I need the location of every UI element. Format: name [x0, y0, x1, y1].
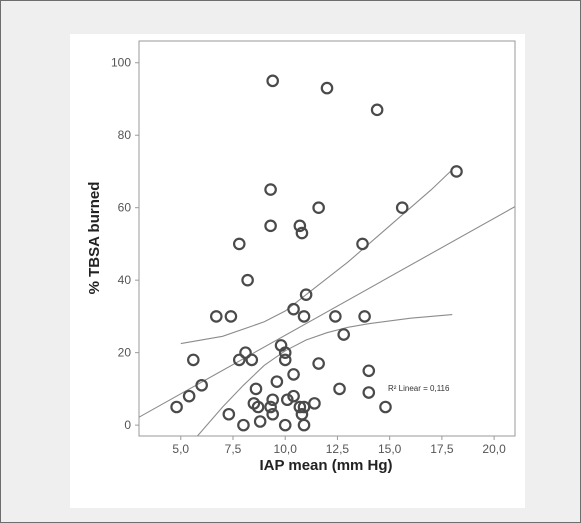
data-point [362, 364, 376, 378]
data-point [297, 310, 311, 323]
data-point [356, 237, 369, 251]
data-point [270, 375, 284, 388]
data-point [195, 378, 208, 392]
y-axis-title: % TBSA burned [86, 182, 103, 295]
data-point [337, 328, 351, 341]
data-point [297, 418, 311, 432]
y-tick-label: 80 [118, 128, 132, 142]
data-point [312, 201, 325, 214]
data-point [239, 346, 252, 359]
data-point [266, 393, 279, 407]
data-point [278, 353, 292, 367]
data-point [209, 310, 223, 323]
data-point [266, 74, 279, 88]
data-point [293, 400, 307, 414]
data-point [370, 103, 384, 117]
data-point [253, 415, 267, 428]
data-point [264, 183, 277, 196]
data-point [281, 393, 294, 407]
y-tick-label: 40 [118, 273, 132, 287]
confidence-lower-curve [196, 314, 453, 436]
data-point [249, 382, 263, 396]
data-point [329, 310, 342, 323]
data-point [245, 353, 259, 367]
data-point [264, 219, 277, 233]
y-tick-label: 60 [118, 201, 132, 215]
data-point [299, 288, 313, 301]
data-point [287, 368, 300, 381]
x-tick-label: 15,0 [378, 442, 402, 456]
x-tick-label: 10,0 [274, 442, 298, 456]
ticks-layer: 5,0 7,5 10,0 12,5 15,0 17,5 20,0 0 20 40 60 80 100 [111, 56, 506, 456]
x-tick-label: 5,0 [172, 442, 189, 456]
points-layer [170, 74, 463, 432]
data-point [287, 302, 300, 316]
data-point [278, 418, 292, 432]
data-point [320, 81, 334, 95]
data-point [241, 273, 254, 287]
data-point [264, 400, 277, 414]
x-tick-label: 7,5 [225, 442, 242, 456]
data-point [278, 346, 292, 359]
data-point [237, 418, 250, 432]
data-point [170, 400, 183, 414]
data-point [187, 353, 200, 367]
data-point [293, 219, 307, 233]
y-tick-label: 0 [124, 418, 131, 432]
x-tick-label: 20,0 [482, 442, 506, 456]
r-squared-label: R² Linear = 0,116 [388, 384, 450, 393]
regression-fit-line [139, 206, 515, 418]
data-point [358, 310, 371, 323]
y-tick-label: 100 [111, 56, 131, 70]
fit-lines-layer [139, 169, 515, 436]
data-point [232, 237, 246, 251]
data-point [379, 400, 392, 414]
data-point [333, 382, 346, 396]
x-axis-title: IAP mean (mm Hg) [259, 457, 392, 474]
data-point [251, 400, 265, 414]
y-tick-label: 20 [118, 346, 132, 360]
plot-area [138, 40, 516, 437]
confidence-upper-curve [180, 169, 453, 345]
x-tick-label: 17,5 [430, 442, 454, 456]
data-point [287, 389, 300, 403]
data-point [395, 201, 409, 214]
data-point [266, 407, 279, 421]
data-point [308, 397, 321, 410]
data-point [297, 400, 311, 414]
x-tick-label: 12,5 [326, 442, 350, 456]
data-point [222, 407, 236, 421]
data-point [312, 357, 325, 370]
data-point [224, 310, 238, 323]
data-point [232, 353, 246, 367]
data-point [362, 386, 376, 399]
data-point [295, 226, 309, 240]
data-point [182, 389, 196, 403]
data-point [450, 165, 463, 178]
